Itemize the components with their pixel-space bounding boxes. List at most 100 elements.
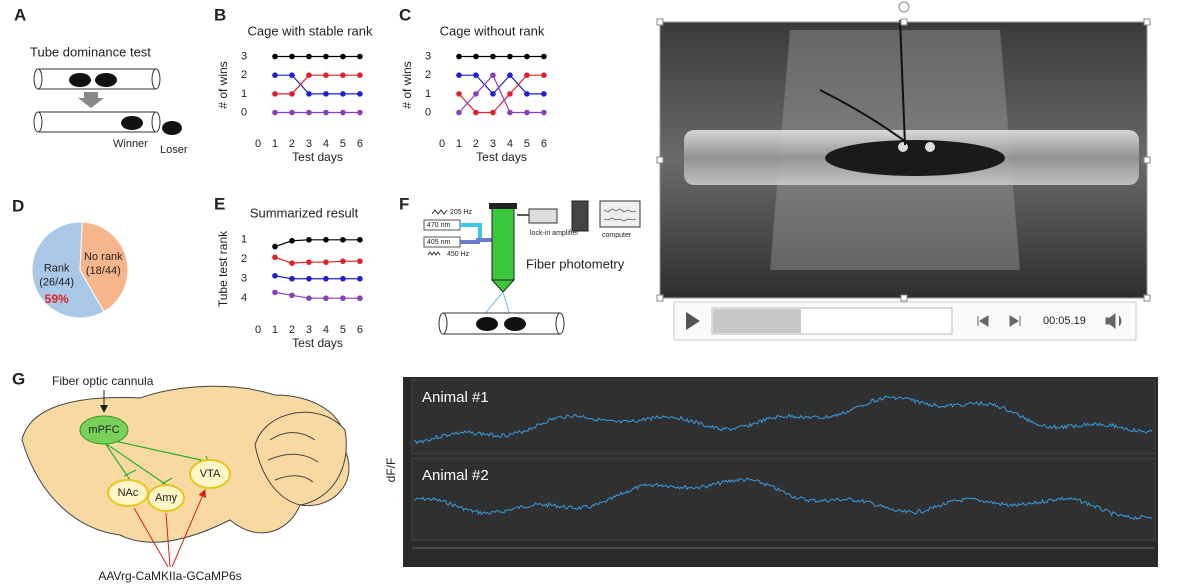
amplifier-label: lock-in amplifier [530,230,579,237]
data-point [340,275,346,282]
handle [656,156,664,164]
data-point [541,53,547,60]
laser-label: 470 nm [427,222,451,229]
volume[interactable] [1105,312,1122,330]
data-point [272,109,278,116]
data-point [473,109,479,116]
data-point [473,91,479,97]
data-point [306,109,312,116]
handle [656,18,664,26]
data-point [456,91,462,97]
amplifier [528,208,558,224]
series-line [274,256,360,264]
animal-label: Animal #2 [422,467,489,484]
chart-title: Summarized result [250,205,359,220]
x-tick-label: 2 [289,138,295,150]
freq-label: 205 Hz [450,209,473,216]
mouse [162,121,182,135]
data-point [289,237,295,244]
series-line [274,239,360,248]
handle [1143,156,1151,164]
y-tick-label: 2 [241,69,247,81]
data-point [541,72,547,78]
monitor-trace [603,208,637,222]
data-point [357,295,363,302]
lens [490,279,516,293]
data-point [323,275,329,282]
handle [900,294,908,302]
step-forward[interactable] [1009,315,1021,327]
y-tick-label: 0 [241,106,247,118]
data-point [306,259,312,265]
panel-label: B [214,5,226,24]
series-line [458,74,544,114]
panel-a: Tube dominance test Winner Loser [30,44,188,155]
video-player: 00:05.19 [656,1,1151,341]
fiber [819,19,911,146]
slice-percent: 59% [45,292,69,306]
play-button[interactable] [686,312,700,330]
animal-label: Animal #1 [422,389,489,406]
data-point [323,109,329,116]
virus-label: AAVrg-CaMKIIa-GCaMP6s [98,569,241,583]
region [147,484,185,512]
handle [1143,294,1151,302]
data-point [306,295,312,302]
data-point [289,91,295,97]
x-tick-label: 4 [507,138,513,150]
data-point [289,260,295,266]
handle [656,294,664,302]
data-point [323,72,329,78]
series-line [458,74,544,95]
mouse [121,116,143,130]
computer-label: computer [602,232,632,239]
data-point [456,109,462,116]
data-point [340,236,346,243]
data-point [323,295,329,302]
data-point [357,53,363,60]
data-point [289,53,295,60]
data-point [473,72,479,78]
trace-y-label: dF/F [384,458,398,483]
panel-g: Fiber optic cannula mPFC NAc Amy VTA AAV… [21,374,350,583]
x-tick-label: 0 [255,138,261,150]
region [79,415,129,445]
y-tick-label: 3 [241,273,247,285]
laser-label: 405 nm [427,239,451,246]
data-point [340,258,346,265]
panel-label: D [12,196,24,215]
data-point [357,258,363,265]
x-tick-label: 5 [524,138,530,150]
trace [413,395,1153,445]
region-label: VTA [200,468,221,480]
fiber-photometry-label: Fiber photometry [526,256,625,271]
freq-label: 450 Hz [447,251,470,258]
data-point [323,236,329,243]
tube-end [151,68,161,90]
data-point [340,91,346,97]
series-line [274,74,360,95]
mouse [476,317,498,331]
data-point [289,109,295,116]
handle [1143,18,1151,26]
cube-cap [489,203,517,209]
panel-label: A [14,5,26,24]
data-point [272,243,278,250]
region [107,479,149,507]
data-point [306,236,312,243]
handle [900,18,908,26]
y-tick-label: 1 [425,88,431,100]
x-tick-label: 1 [272,138,278,150]
x-tick-label: 2 [289,324,295,336]
step-back[interactable] [977,315,989,327]
y-tick-label: 3 [241,50,247,62]
y-tick-label: 1 [241,88,247,100]
wave [427,251,441,256]
data-point [289,275,295,282]
panel-label: E [214,194,225,213]
panel-a-title: Tube dominance test [30,44,151,59]
x-tick-label: 5 [340,324,346,336]
y-tick-label: 3 [425,50,431,62]
y-tick-label: 2 [425,69,431,81]
